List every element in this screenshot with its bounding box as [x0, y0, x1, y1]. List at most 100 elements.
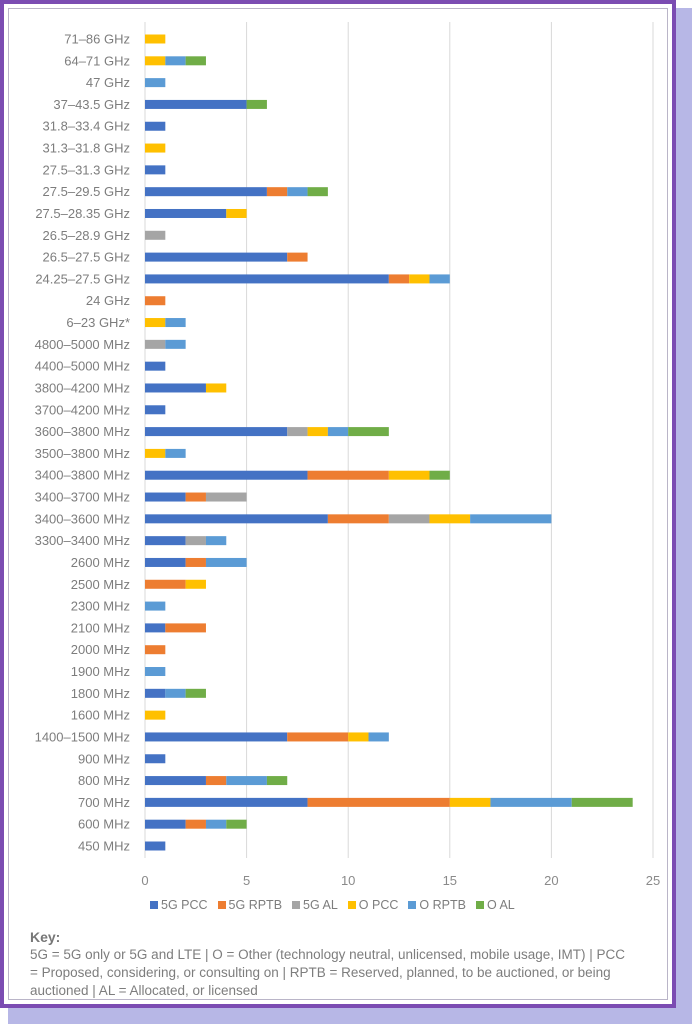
bar-segment-o-rptb — [165, 56, 186, 66]
bar-segment-5g-rptb — [307, 470, 389, 480]
bar-segment-5g-pcc — [145, 274, 389, 284]
bar-segment-5g-pcc — [145, 492, 186, 502]
figure-frame — [0, 0, 676, 1008]
legend-label: 5G AL — [303, 898, 338, 912]
bar-segment-5g-pcc — [145, 383, 206, 393]
legend-label: O PCC — [358, 898, 399, 912]
legend-label: O AL — [486, 898, 515, 912]
x-tick-label: 20 — [544, 873, 558, 888]
bar-segment-5g-pcc — [145, 841, 166, 851]
bar-segment-o-pcc — [145, 143, 166, 153]
category-label: 27.5–29.5 GHz — [43, 184, 130, 199]
bar-segment-5g-pcc — [145, 405, 166, 415]
bar-segment-o-rptb — [429, 274, 450, 284]
category-label: 31.8–33.4 GHz — [43, 119, 130, 134]
bar-segment-5g-pcc — [145, 819, 186, 829]
category-label: 3700–4200 MHz — [35, 402, 130, 417]
legend-swatch — [408, 901, 417, 909]
legend-item: 5G PCC — [150, 898, 208, 912]
x-tick-label: 10 — [341, 873, 355, 888]
x-tick-label: 5 — [243, 873, 250, 888]
category-label: 450 MHz — [78, 839, 130, 854]
stacked-bar-chart: 71–86 GHz 64–71 GHz 47 GHz 37–43.5 GHz 31.8–… — [35, 22, 660, 888]
bar-segment-5g-pcc — [145, 754, 166, 764]
bar-segment-o-al — [571, 797, 633, 807]
bar-segment-o-pcc — [145, 710, 166, 720]
category-label: 3800–4200 MHz — [35, 380, 130, 395]
bar-segment-5g-pcc — [145, 252, 288, 262]
category-label: 1400–1500 MHz — [35, 729, 130, 744]
bar-segment-5g-rptb — [165, 623, 206, 633]
bar-segment-5g-pcc — [145, 732, 288, 742]
category-labels: 71–86 GHz 64–71 GHz 47 GHz 37–43.5 GHz 31.8–… — [35, 32, 130, 854]
bar-segment-o-rptb — [145, 601, 166, 611]
bar-segment-5g-al — [145, 230, 166, 240]
bar-segment-5g-rptb — [185, 492, 206, 502]
bar-segment-5g-rptb — [287, 252, 308, 262]
bar-segment-o-rptb — [287, 187, 308, 197]
bar-segment-5g-al — [287, 427, 308, 437]
key-title: Key: — [30, 929, 61, 945]
gridlines — [144, 22, 654, 858]
bar-segment-5g-al — [205, 492, 247, 502]
category-label: 2300 MHz — [71, 599, 130, 614]
bar-segment-o-pcc — [205, 383, 227, 393]
legend-item: O RPTB — [408, 898, 466, 912]
bar-segment-5g-rptb — [307, 797, 450, 807]
category-label: 2600 MHz — [71, 555, 130, 570]
bar-segment-5g-pcc — [145, 99, 247, 109]
category-label: 900 MHz — [78, 751, 130, 766]
category-label: 2100 MHz — [71, 620, 130, 635]
x-tick-label: 25 — [646, 873, 660, 888]
bar-segment-o-pcc — [226, 208, 247, 218]
bar-segment-o-rptb — [368, 732, 389, 742]
category-label: 6–23 GHz* — [66, 315, 130, 330]
category-label: 600 MHz — [78, 817, 130, 832]
legend-swatch — [475, 901, 484, 909]
bars — [145, 34, 633, 851]
bar-segment-5g-al — [185, 536, 206, 546]
legend-label: 5G RPTB — [228, 898, 283, 912]
bar-segment-o-rptb — [205, 536, 227, 546]
legend-item: 5G RPTB — [217, 898, 283, 912]
category-label: 31.3–31.8 GHz — [43, 141, 130, 156]
category-label: 27.5–31.3 GHz — [43, 162, 130, 177]
bar-segment-o-rptb — [205, 557, 247, 567]
bar-segment-5g-rptb — [205, 776, 227, 786]
bar-segment-o-pcc — [145, 448, 166, 458]
bar-segment-o-al — [348, 427, 389, 437]
category-label: 3600–3800 MHz — [35, 424, 130, 439]
bar-segment-o-al — [429, 470, 450, 480]
bar-segment-o-al — [226, 819, 247, 829]
bar-segment-5g-rptb — [388, 274, 410, 284]
key-box: Key: 5G = 5G only or 5G and LTE | O = Ot… — [30, 928, 630, 1000]
bar-segment-o-pcc — [348, 732, 369, 742]
bar-segment-5g-rptb — [185, 557, 206, 567]
bar-segment-o-pcc — [145, 34, 166, 44]
bar-segment-o-al — [307, 187, 328, 197]
bar-segment-5g-pcc — [145, 623, 166, 633]
category-label: 2500 MHz — [71, 577, 130, 592]
category-label: 27.5–28.35 GHz — [35, 206, 130, 221]
legend-item: O PCC — [347, 898, 399, 912]
bar-segment-o-pcc — [449, 797, 491, 807]
key-text: 5G = 5G only or 5G and LTE | O = Other (… — [30, 947, 626, 998]
bar-segment-5g-pcc — [145, 121, 166, 131]
category-label: 37–43.5 GHz — [53, 97, 130, 112]
category-label: 3400–3800 MHz — [35, 468, 130, 483]
category-label: 47 GHz — [86, 75, 130, 90]
category-label: 4800–5000 MHz — [35, 337, 130, 352]
x-tick-label: 15 — [443, 873, 457, 888]
bar-segment-5g-pcc — [145, 470, 308, 480]
legend-swatch — [150, 901, 158, 909]
category-label: 3500–3800 MHz — [35, 446, 130, 461]
legend-label: O RPTB — [419, 898, 466, 912]
bar-segment-5g-pcc — [145, 776, 206, 786]
category-label: 3400–3600 MHz — [35, 511, 130, 526]
bar-segment-5g-pcc — [145, 536, 186, 546]
category-label: 2000 MHz — [71, 642, 130, 657]
bar-segment-5g-pcc — [145, 165, 166, 175]
bar-segment-5g-rptb — [327, 514, 389, 524]
bar-segment-o-rptb — [165, 688, 186, 698]
bar-segment-o-al — [266, 776, 288, 786]
